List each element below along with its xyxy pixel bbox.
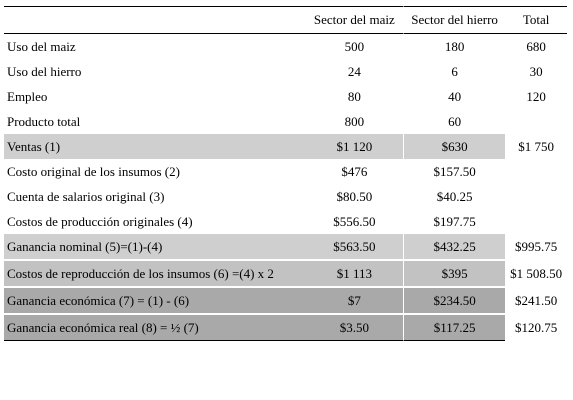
cell-hierro: $234.50 (402, 286, 506, 313)
cell-total: $241.50 (505, 286, 567, 313)
row-label: Costos de producción originales (4) (7, 213, 193, 229)
cell-hierro: 6 (402, 59, 505, 84)
cell-total: 120 (526, 88, 546, 104)
table-row: Ganancia económica real (8) = ½ (7) $3.5… (4, 313, 567, 341)
cell-hierro: $395 (402, 259, 506, 286)
cell-maiz: 24 (347, 63, 361, 79)
table-row: Producto total 800 60 (4, 109, 567, 134)
cell-total (505, 109, 567, 134)
cell-total: 30 (529, 63, 543, 79)
cell-hierro: 60 (402, 109, 505, 134)
row-label: Ganancia económica real (8) = ½ (7) (4, 313, 306, 341)
table-row: Costos de reproducción de los insumos (6… (4, 259, 567, 286)
cell-maiz: 500 (344, 38, 365, 54)
cell-hierro: $40.25 (402, 184, 505, 209)
cell-maiz: $80.50 (336, 188, 373, 204)
cell-hierro: $630 (402, 134, 506, 159)
table-row: Uso del maiz 500 180 680 (4, 34, 567, 59)
cell-total: $120.75 (505, 313, 567, 341)
row-label: Uso del hierro (7, 63, 82, 79)
table-row: Ventas (1) $1 120 $630 $1 750 (4, 134, 567, 159)
row-label: Empleo (7, 88, 48, 104)
cell-total (505, 184, 567, 209)
cell-maiz: $3.50 (305, 313, 403, 341)
cell-hierro: $117.25 (402, 313, 506, 341)
cell-total (505, 159, 567, 184)
cell-maiz: $556.50 (333, 213, 376, 229)
row-label: Producto total (7, 113, 81, 129)
cell-total: 680 (526, 38, 546, 54)
economic-table: Sector del maiz Sector del hierro Total … (4, 6, 567, 341)
header-maiz: Sector del maiz (305, 6, 403, 34)
cell-total: $1 750 (518, 138, 554, 154)
cell-hierro: $432.25 (402, 234, 506, 259)
header-label (4, 6, 306, 34)
header-row: Sector del maiz Sector del hierro Total (4, 6, 567, 34)
cell-total: $1 508.50 (505, 259, 567, 286)
table-row: Ganancia económica (7) = (1) - (6) $7 $2… (4, 286, 567, 313)
cell-maiz: $476 (341, 163, 368, 179)
cell-hierro: $197.75 (402, 209, 505, 234)
header-total: Total (505, 6, 567, 34)
cell-maiz: $1 113 (305, 259, 403, 286)
row-label: Ventas (1) (4, 134, 306, 159)
cell-maiz: 80 (347, 88, 361, 104)
cell-hierro: 180 (402, 34, 505, 59)
table-row: Cuenta de salarios original (3) $80.50 $… (4, 184, 567, 209)
cell-hierro: 40 (402, 84, 505, 109)
cell-maiz: $1 120 (305, 134, 403, 159)
cell-maiz: $7 (305, 286, 403, 313)
table-row: Uso del hierro 24 6 30 (4, 59, 567, 84)
cell-total: $995.75 (515, 238, 558, 254)
table-row: Ganancia nominal (5)=(1)-(4) $563.50 $43… (4, 234, 567, 259)
table-row: Costos de producción originales (4) $556… (4, 209, 567, 234)
row-label: Ganancia nominal (5)=(1)-(4) (4, 234, 306, 259)
row-label: Costos de reproducción de los insumos (6… (4, 259, 306, 286)
cell-total (505, 209, 567, 234)
row-label: Ganancia económica (7) = (1) - (6) (4, 286, 306, 313)
row-label: Costo original de los insumos (2) (7, 163, 180, 179)
table-row: Empleo 80 40 120 (4, 84, 567, 109)
row-label: Uso del maiz (7, 38, 76, 54)
cell-maiz: 800 (344, 113, 365, 129)
cell-maiz: $563.50 (305, 234, 403, 259)
cell-hierro: $157.50 (402, 159, 505, 184)
table-row: Costo original de los insumos (2) $476 $… (4, 159, 567, 184)
row-label: Cuenta de salarios original (3) (7, 188, 165, 204)
header-hierro: Sector del hierro (402, 6, 506, 34)
